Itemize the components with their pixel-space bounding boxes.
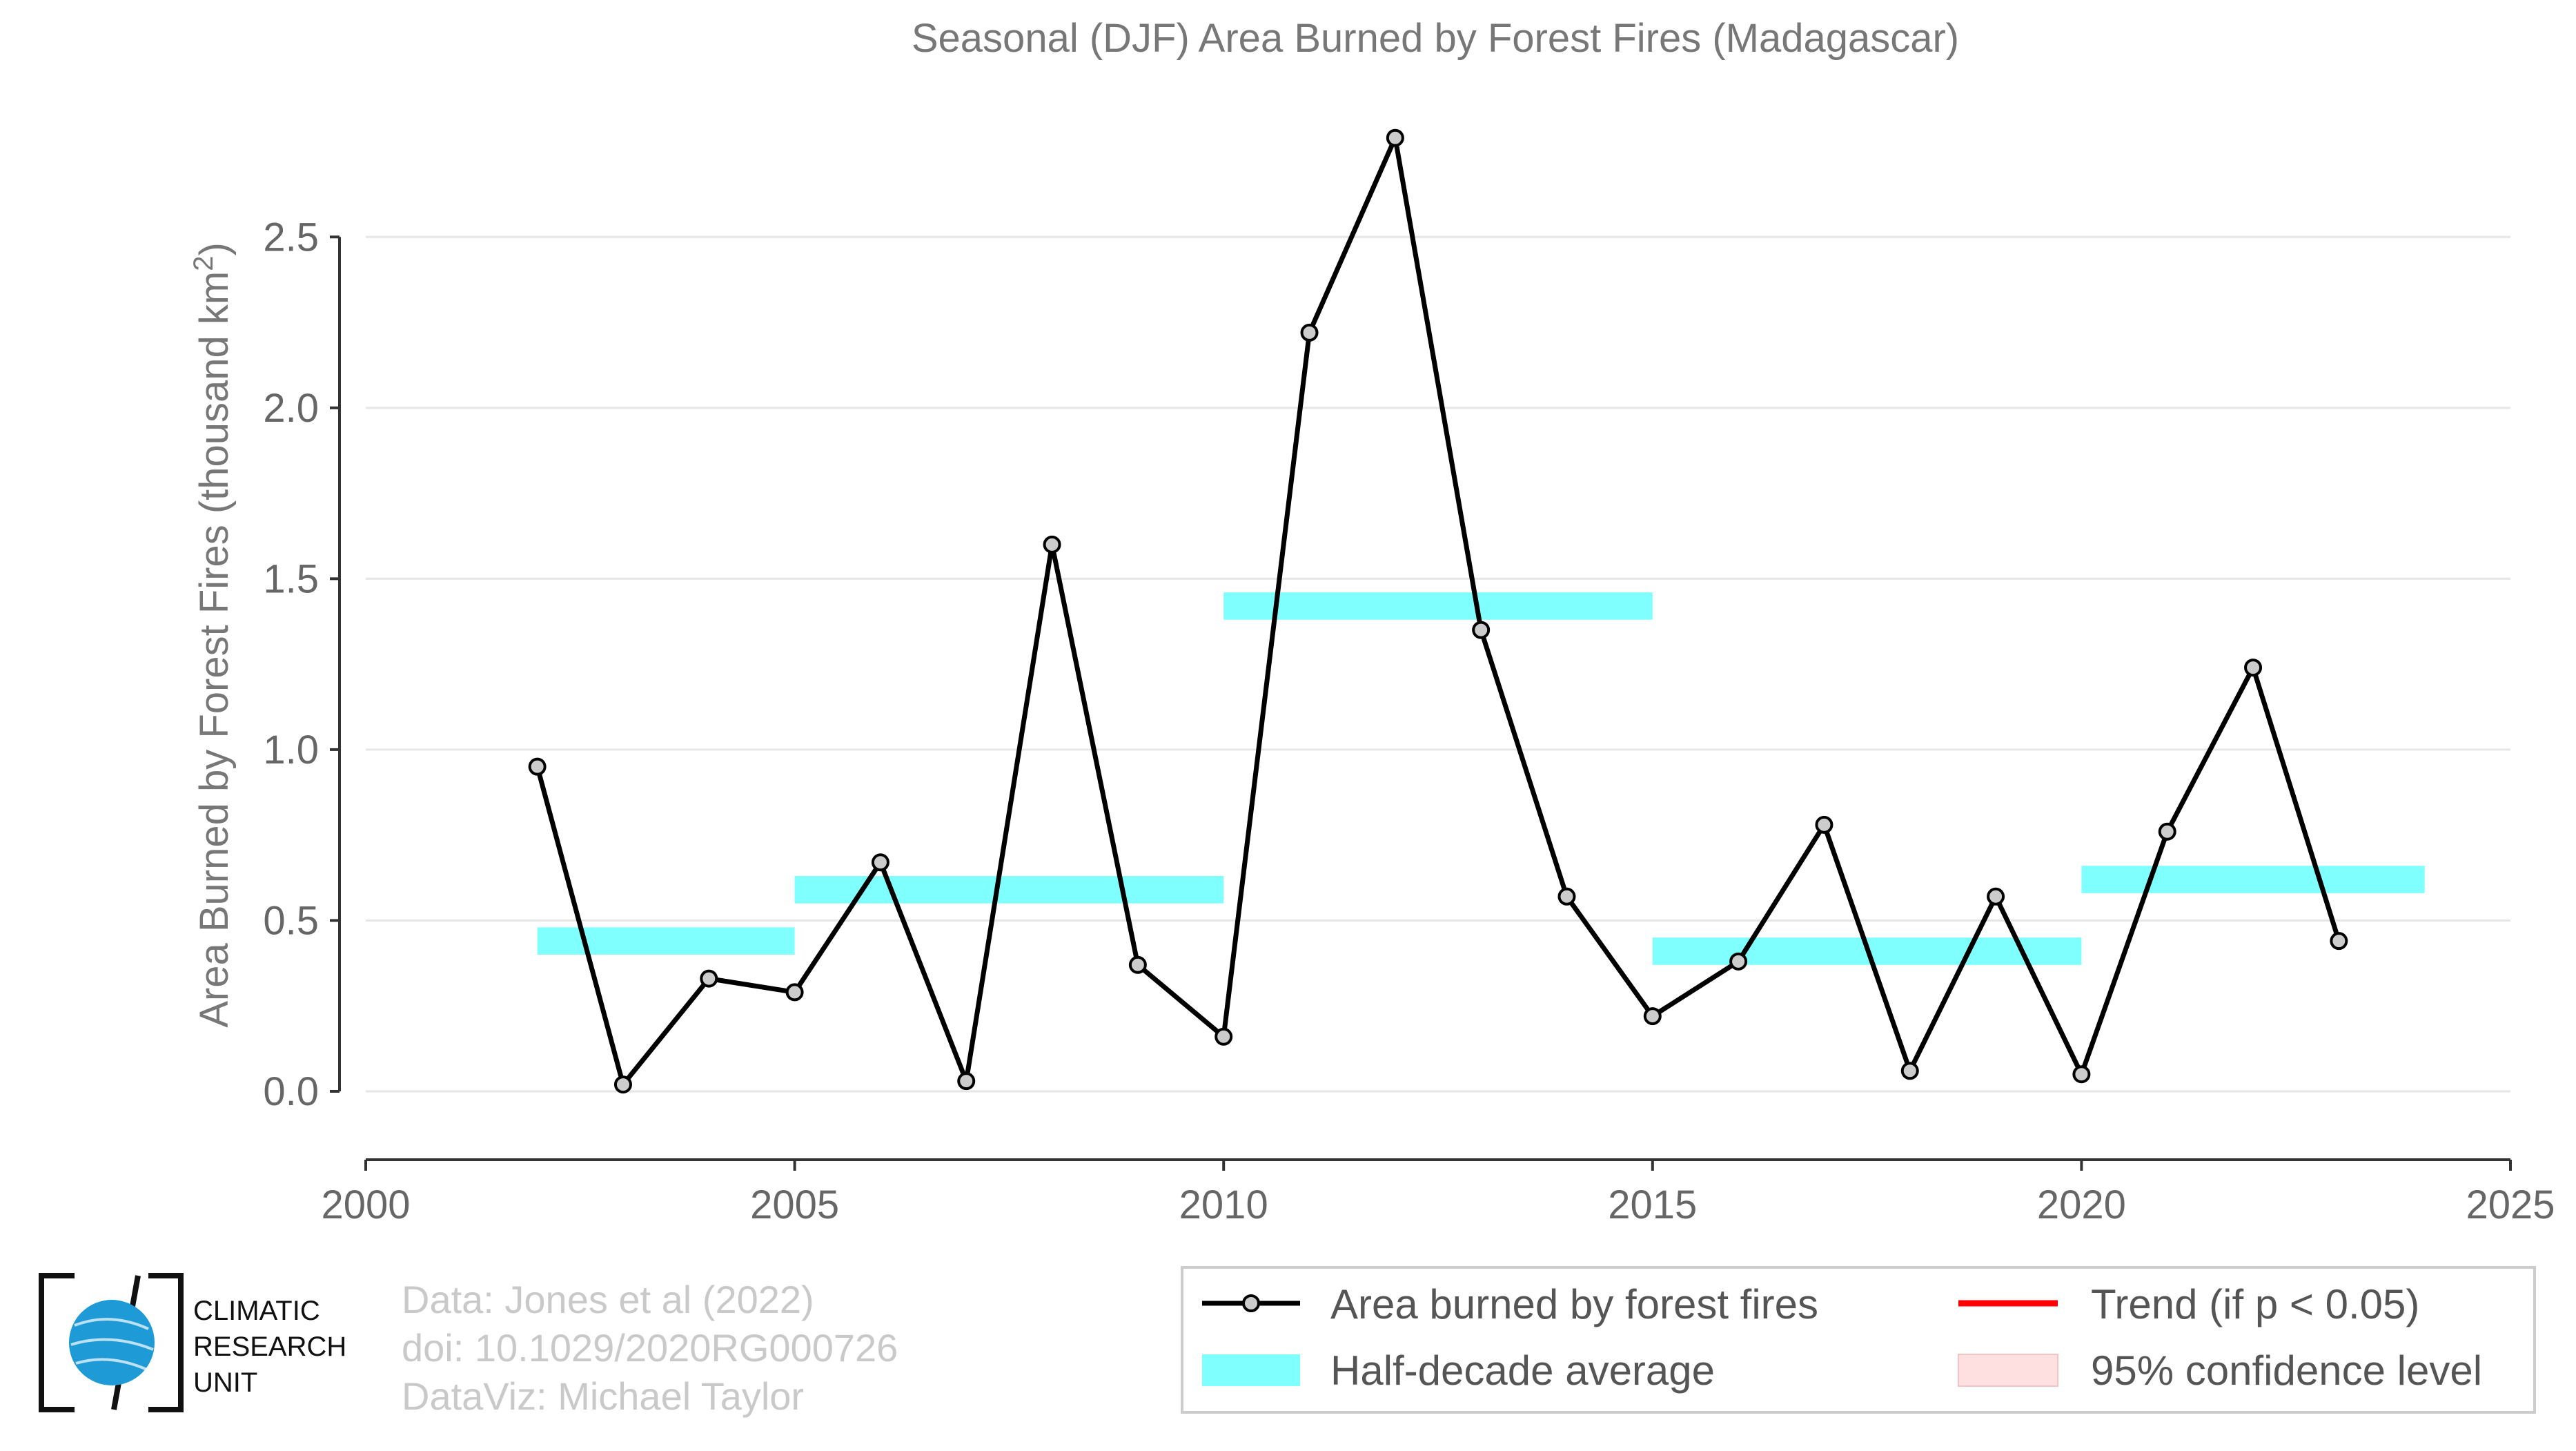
x-tick-label: 2000 xyxy=(321,1182,410,1227)
half-decade-average-bar xyxy=(1223,592,1653,620)
y-axis-label: Area Burned by Forest Fires (thousand km… xyxy=(188,242,237,1028)
series-area-burned xyxy=(528,128,2348,1094)
credit-doi: doi: 10.1029/2020RG000726 xyxy=(402,1326,898,1370)
tick-labels: 0.0 0.5 1.0 1.5 2.0 2.5 2000 2005 2010 2015 2020 20… xyxy=(263,215,2555,1227)
legend: Area burned by forest fires Trend (if p … xyxy=(1181,1266,2536,1414)
y-tick-label: 1.5 xyxy=(263,556,319,601)
data-point xyxy=(1729,952,1748,971)
data-point xyxy=(613,1075,632,1094)
y-axis-label-main: Area Burned by Forest Fires (thousand km xyxy=(192,271,237,1028)
data-point xyxy=(700,969,718,988)
data-point xyxy=(1128,955,1147,974)
half-decade-average-bar xyxy=(537,927,795,955)
data-point xyxy=(1386,128,1404,147)
y-tick-label: 1.0 xyxy=(263,728,319,772)
x-tick-label: 2020 xyxy=(2037,1182,2126,1227)
legend-swatch-half-decade xyxy=(1202,1354,1300,1386)
data-point xyxy=(1557,887,1576,906)
data-point xyxy=(1043,535,1061,554)
data-point xyxy=(1215,1027,1233,1046)
data-point xyxy=(1815,815,1833,834)
half-decade-average-bar xyxy=(2081,866,2425,893)
data-point xyxy=(1300,323,1319,342)
data-point xyxy=(1900,1062,1919,1080)
legend-box xyxy=(1181,1266,2536,1414)
half-decade-average-bar xyxy=(794,876,1224,904)
legend-label-trend: Trend (if p < 0.05) xyxy=(2091,1281,2419,1327)
y-axis-label-sup: 2 xyxy=(188,256,219,271)
data-point xyxy=(1472,621,1491,639)
credit-dataviz: DataViz: Michael Taylor xyxy=(402,1374,804,1418)
y-tick-label: 0.0 xyxy=(263,1069,319,1114)
logo-bracket-left xyxy=(39,1273,75,1412)
data-point xyxy=(1987,887,2005,906)
series-line xyxy=(535,135,2341,1087)
legend-label-half-decade: Half-decade average xyxy=(1330,1347,1715,1394)
logo-bracket-right xyxy=(148,1273,184,1412)
legend-label-area-burned: Area burned by forest fires xyxy=(1330,1281,1818,1327)
y-tick-label: 2.5 xyxy=(263,215,319,260)
logo-line-2: RESEARCH xyxy=(193,1332,346,1362)
data-point xyxy=(1643,1007,1662,1026)
credit-data: Data: Jones et al (2022) xyxy=(402,1278,814,1321)
globe-lines-icon xyxy=(70,1318,154,1372)
legend-swatch-confidence xyxy=(1958,1354,2058,1387)
logo-line-1: CLIMATIC xyxy=(193,1296,320,1326)
data-point xyxy=(871,853,889,872)
legend-marker-area-burned xyxy=(1242,1294,1260,1312)
y-axis-label-close: ) xyxy=(192,242,237,255)
x-tick-label: 2010 xyxy=(1179,1182,1268,1227)
data-point xyxy=(2072,1065,2091,1084)
data-point xyxy=(785,983,804,1002)
data-point xyxy=(957,1072,976,1091)
y-tick-label: 0.5 xyxy=(263,898,319,943)
cru-logo: CLIMATIC RESEARCH UNIT xyxy=(39,1273,346,1412)
chart-title: Seasonal (DJF) Area Burned by Forest Fir… xyxy=(912,16,1959,61)
axes xyxy=(330,235,2512,1171)
data-point xyxy=(2330,932,2348,951)
data-point xyxy=(528,757,547,776)
y-tick-label: 2.0 xyxy=(263,386,319,431)
x-tick-label: 2015 xyxy=(1608,1182,1697,1227)
data-point xyxy=(2244,659,2263,677)
x-tick-label: 2025 xyxy=(2466,1182,2555,1227)
x-tick-label: 2005 xyxy=(750,1182,839,1227)
legend-label-confidence: 95% confidence level xyxy=(2091,1347,2482,1394)
logo-line-3: UNIT xyxy=(193,1367,257,1398)
gridlines xyxy=(366,235,2510,1093)
data-point xyxy=(2158,822,2176,841)
